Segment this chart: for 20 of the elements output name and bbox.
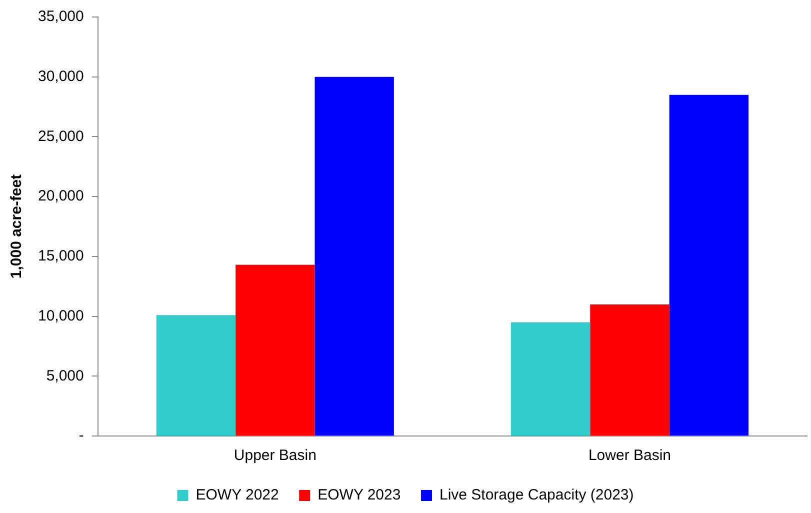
- y-tick-label: -: [78, 427, 84, 444]
- bar: [510, 322, 590, 436]
- y-axis-title: 1,000 acre-feet: [8, 174, 26, 279]
- y-tick-label: 10,000: [38, 307, 84, 324]
- bar: [236, 264, 315, 436]
- y-tick-label: 30,000: [38, 68, 84, 85]
- bar: [314, 76, 394, 436]
- x-tick-label: Lower Basin: [588, 447, 671, 464]
- bar: [156, 315, 236, 436]
- legend-label: EOWY 2023: [318, 486, 401, 504]
- bar: [590, 304, 670, 436]
- legend-label: Live Storage Capacity (2023): [439, 486, 634, 504]
- y-tick-label: 20,000: [38, 188, 84, 205]
- y-tick-label: 15,000: [38, 248, 84, 265]
- y-tick-label: 5,000: [46, 367, 84, 384]
- y-tick-label: 35,000: [38, 8, 84, 26]
- bar: [669, 94, 748, 436]
- y-tick-label: 25,000: [38, 128, 84, 145]
- legend-label: EOWY 2022: [196, 486, 279, 504]
- x-tick-label: Upper Basin: [234, 447, 316, 464]
